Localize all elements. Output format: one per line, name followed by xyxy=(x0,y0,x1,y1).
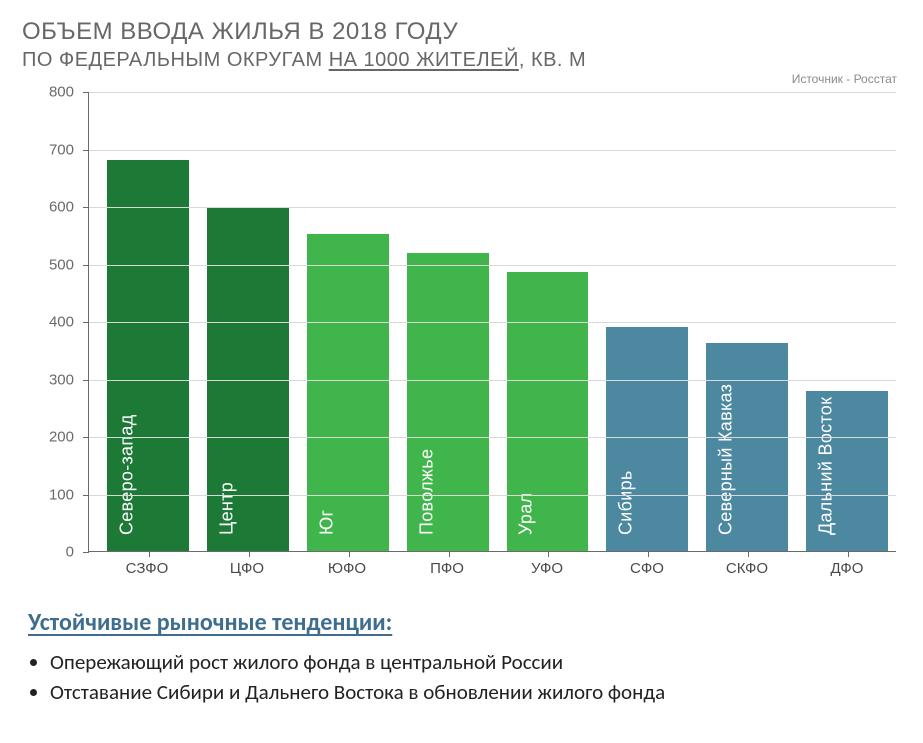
x-tick-label: ЦФО xyxy=(206,554,288,577)
gridline xyxy=(89,380,896,381)
trend-item: Отставание Сибири и Дальнего Востока в о… xyxy=(50,677,901,707)
source-label: Источник - Росстат xyxy=(792,72,897,86)
bar-inside-label: Северо-запад xyxy=(116,414,137,535)
bar-inside-label: Северный Кавказ xyxy=(716,384,737,535)
gridline xyxy=(89,322,896,323)
y-tick xyxy=(83,380,89,381)
y-tick xyxy=(83,495,89,496)
y-tick-label: 600 xyxy=(49,199,74,216)
y-tick xyxy=(83,322,89,323)
bar: Поволжье xyxy=(407,253,489,551)
subtitle-suffix: , КВ. М xyxy=(519,49,586,71)
bar: Юг xyxy=(307,234,389,551)
y-tick-label: 400 xyxy=(49,314,74,331)
y-tick-label: 500 xyxy=(49,256,74,273)
x-tick-label: УФО xyxy=(506,554,588,577)
bar-inside-label: Поволжье xyxy=(416,449,437,535)
plot-area: Северо-запад Центр Юг Поволжье Урал Сибирь Сев… xyxy=(88,92,896,552)
bar-inside-label: Урал xyxy=(516,493,537,535)
trend-item: Опережающий рост жилого фонда в централь… xyxy=(50,647,901,677)
chart-title: ОБЪЕМ ВВОДА ЖИЛЬЯ В 2018 ГОДУ xyxy=(22,18,901,46)
bar-inside-label: Юг xyxy=(316,510,337,535)
x-tick-label: СЗФО xyxy=(106,554,188,577)
y-tick-label: 300 xyxy=(49,371,74,388)
x-tick-label: ДФО xyxy=(806,554,888,577)
y-tick-label: 200 xyxy=(49,429,74,446)
gridline xyxy=(89,207,896,208)
gridline xyxy=(89,437,896,438)
bar: Дальний Восток xyxy=(806,391,888,551)
bar: Северо-запад xyxy=(107,160,189,551)
bar: Сибирь xyxy=(606,327,688,551)
y-tick xyxy=(83,437,89,438)
x-tick-label: ПФО xyxy=(406,554,488,577)
y-tick-label: 0 xyxy=(66,544,74,561)
y-tick xyxy=(83,552,89,553)
subtitle-underlined: НА 1000 ЖИТЕЛЕЙ xyxy=(329,49,519,71)
page: ОБЪЕМ ВВОДА ЖИЛЬЯ В 2018 ГОДУ ПО ФЕДЕРАЛ… xyxy=(0,0,923,743)
gridline xyxy=(89,150,896,151)
trend-list: Опережающий рост жилого фонда в централь… xyxy=(28,647,901,708)
bar-chart: 0100200300400500600700800 Северо-западЦе… xyxy=(36,92,896,582)
x-tick-label: ЮФО xyxy=(306,554,388,577)
x-tick-label: СКФО xyxy=(706,554,788,577)
y-tick-label: 700 xyxy=(49,141,74,158)
y-tick-label: 100 xyxy=(49,486,74,503)
y-tick xyxy=(83,92,89,93)
bar-inside-label: Центр xyxy=(216,482,237,535)
trend-title: Устойчивые рыночные тенденции: xyxy=(28,608,901,637)
y-tick xyxy=(83,207,89,208)
bar: Урал xyxy=(507,272,589,551)
gridline xyxy=(89,495,896,496)
footer: Устойчивые рыночные тенденции: Опережающ… xyxy=(28,608,901,708)
chart-subtitle: ПО ФЕДЕРАЛЬНЫМ ОКРУГАМ НА 1000 ЖИТЕЛЕЙ, … xyxy=(22,48,901,72)
y-tick xyxy=(83,265,89,266)
x-tick-label: СФО xyxy=(606,554,688,577)
subtitle-prefix: ПО ФЕДЕРАЛЬНЫМ ОКРУГАМ xyxy=(22,49,329,71)
bar-inside-label: Дальний Восток xyxy=(816,397,837,535)
y-tick xyxy=(83,150,89,151)
y-axis: 0100200300400500600700800 xyxy=(36,92,80,552)
y-tick-label: 800 xyxy=(49,84,74,101)
bar: Северный Кавказ xyxy=(706,343,788,551)
x-axis: СЗФО ЦФО ЮФО ПФО УФО СФО СКФО ДФО xyxy=(88,554,896,577)
gridline xyxy=(89,92,896,93)
gridline xyxy=(89,265,896,266)
bar-inside-label: Сибирь xyxy=(616,470,637,535)
